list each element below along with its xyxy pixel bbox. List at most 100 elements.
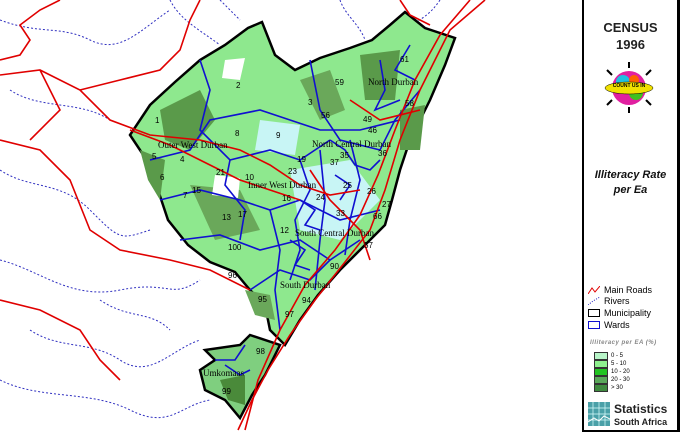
legend-rivers: Rivers [588, 295, 630, 306]
ward-number-label: 59 [335, 78, 344, 87]
ward-number-label: 9 [276, 131, 281, 140]
road-ring [309, 169, 371, 261]
river [29, 329, 201, 368]
legend-panel: CENSUS 1996 COUNT US IN Illiteracy Rate … [582, 0, 680, 432]
municipality-box-icon [588, 308, 600, 317]
count-us-in-logo: COUNT US IN [599, 60, 659, 115]
legend-main-roads: Main Roads [588, 284, 652, 295]
ward-number-label: 37 [330, 158, 339, 167]
ward-number-label: 8 [235, 129, 240, 138]
legend-label: Main Roads [604, 284, 653, 295]
region-name-label: North Central Durban [312, 139, 391, 149]
ward-number-label: 15 [192, 186, 201, 195]
region-name-label: South Durban [280, 280, 331, 290]
ward-number-label: 58 [405, 99, 414, 108]
brand-line1: Statistics [614, 402, 668, 416]
ward-boundary [179, 234, 361, 261]
ward-box-icon [588, 320, 600, 329]
ward-boundary [215, 344, 251, 376]
ward-number-label: 100 [228, 243, 242, 252]
municipality-region [128, 10, 457, 421]
road-inland [0, 139, 251, 291]
rivers-layer [0, 0, 441, 419]
ward-number-label: 3 [308, 98, 313, 107]
class-legend-item: 5 - 10 [594, 359, 627, 368]
class-swatch [594, 351, 608, 360]
region-name-label: Umkomaas [203, 368, 244, 378]
ward-number-label: 46 [368, 126, 377, 135]
brand-line2: South Africa [614, 417, 668, 427]
class-legend-item: > 30 [594, 383, 623, 392]
ward-number-label: 5 [152, 152, 157, 161]
river-dotted-line-icon [588, 296, 600, 305]
ward-number-label: 35 [340, 151, 349, 160]
road-coastal-2 [244, 0, 471, 431]
class-label: 5 - 10 [611, 360, 627, 367]
ward-boundary [224, 159, 246, 241]
census-title: CENSUS [603, 20, 658, 35]
class-label: 20 - 30 [611, 376, 630, 383]
ward-number-label: 26 [367, 187, 376, 196]
ward-number-label: 90 [330, 262, 339, 271]
ward-number-label: 23 [288, 167, 297, 176]
region-name-label: Inner West Durban [248, 180, 317, 190]
ward-number-label: 57 [364, 241, 373, 250]
ward-number-label: 98 [256, 347, 265, 356]
road-south [0, 299, 121, 381]
class-swatch [594, 359, 608, 368]
road-west [0, 69, 361, 196]
ward-number-label: 13 [222, 213, 231, 222]
class-swatch [594, 367, 608, 376]
ward-boundary [373, 44, 416, 112]
class-label: > 30 [611, 384, 623, 391]
class-label: 10 - 20 [611, 368, 630, 375]
ward-number-label: 61 [400, 55, 409, 64]
class-swatch [594, 383, 608, 392]
ward-number-label: 16 [282, 194, 291, 203]
road-line-icon [588, 285, 600, 294]
stats-sa-logo [587, 402, 611, 426]
ward-number-label: 66 [373, 212, 382, 221]
ward-number-label: 19 [297, 155, 306, 164]
ward-number-label: 99 [222, 387, 231, 396]
ward-number-label: 56 [321, 111, 330, 120]
region-name-label: North Durban [368, 77, 419, 87]
ward-number-label: 49 [363, 115, 372, 124]
legend-wards: Wards [588, 319, 630, 330]
census-year: 1996 [616, 37, 645, 52]
region-name-label: South Central Durban [295, 228, 374, 238]
ward-number-label: 2 [236, 81, 241, 90]
ward-boundary [289, 139, 381, 271]
river [0, 169, 151, 237]
ward-number-label: 95 [258, 295, 267, 304]
ward-number-label: 33 [336, 209, 345, 218]
road-north [349, 0, 431, 121]
legend-municipality: Municipality [588, 307, 651, 318]
river [0, 379, 211, 419]
river [0, 259, 201, 293]
class-legend-item: 0 - 5 [594, 351, 623, 360]
map-title-line1: Illiteracy Rate [594, 169, 667, 181]
road-n2 [0, 0, 61, 61]
river [9, 89, 111, 121]
legend-label: Wards [604, 319, 630, 330]
ward-number-label: 24 [316, 193, 325, 202]
ward-number-label: 96 [228, 271, 237, 280]
ward-boundary [289, 159, 311, 281]
ward-number-label: 17 [238, 210, 247, 219]
region-name-label: Outer West Durban [158, 140, 228, 150]
region-labels-layer: Outer West Durban North Durban North Centr… [158, 77, 419, 378]
ward-boundary [344, 139, 361, 256]
road-inland-2 [29, 0, 201, 141]
legend-label: Rivers [604, 295, 630, 306]
map-title-line2: per Ea [613, 184, 648, 196]
road-west-2 [129, 129, 301, 201]
ward-number-label: 94 [302, 296, 311, 305]
class-swatch [594, 375, 608, 384]
class-legend-title: Illiteracy per EA (%) [590, 340, 657, 346]
ward-number-label: 27 [382, 200, 391, 209]
roads-layer [0, 0, 486, 431]
ward-number-label: 1 [155, 116, 160, 125]
